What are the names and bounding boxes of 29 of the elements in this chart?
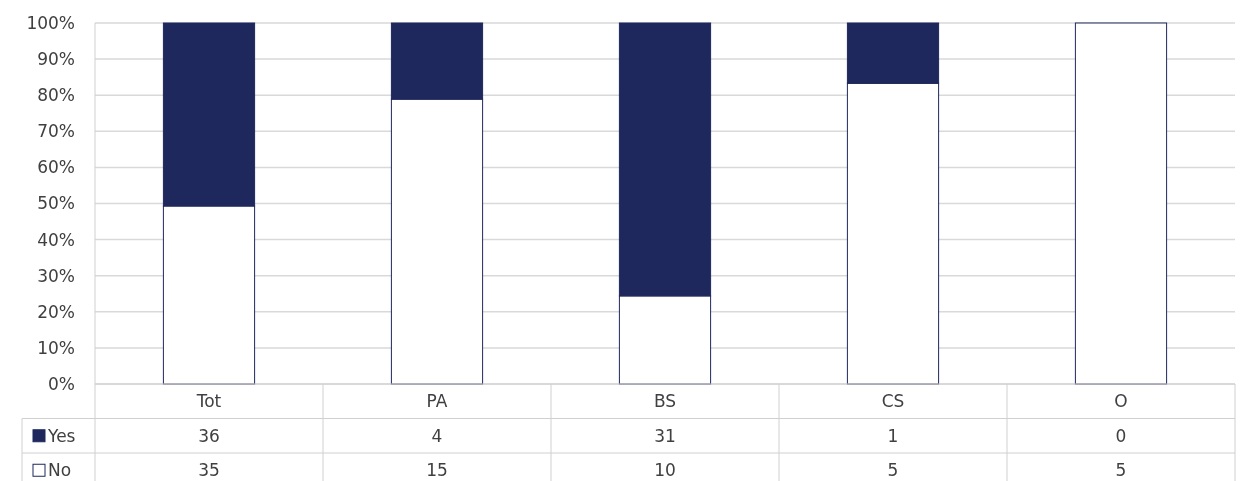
y-tick-label: 20% [37,301,75,322]
y-tick-label: 0% [48,373,75,394]
y-tick-label: 70% [37,121,75,142]
y-tick-label: 90% [37,49,75,70]
x-tick-label: CS [881,391,905,412]
text: 5 [887,460,899,481]
text: 31 [654,425,676,446]
legend-label: Yes [47,425,76,446]
x-tick-label: BS [653,391,677,412]
y-tick-label: 100% [26,12,75,33]
text: 10 [654,460,676,481]
x-tick-label: O [1114,391,1128,412]
text: 4 [431,425,443,446]
text: 36 [198,425,220,446]
x-tick-label: Tot [195,391,222,412]
text: 1 [887,425,899,446]
text: 15 [426,460,448,481]
text: 5 [1115,460,1127,481]
y-tick-label: 50% [37,193,75,214]
y-tick-label: 80% [37,85,75,106]
x-tick-label: PA [426,391,448,412]
y-tick-label: 40% [37,229,75,250]
bar [1074,22,1168,385]
legend-label: No [48,460,72,481]
text: 0 [1115,425,1127,446]
text: 35 [198,460,220,481]
y-tick-label: 60% [37,157,75,178]
y-tick-label: 30% [37,265,75,286]
y-tick-label: 10% [37,337,75,358]
